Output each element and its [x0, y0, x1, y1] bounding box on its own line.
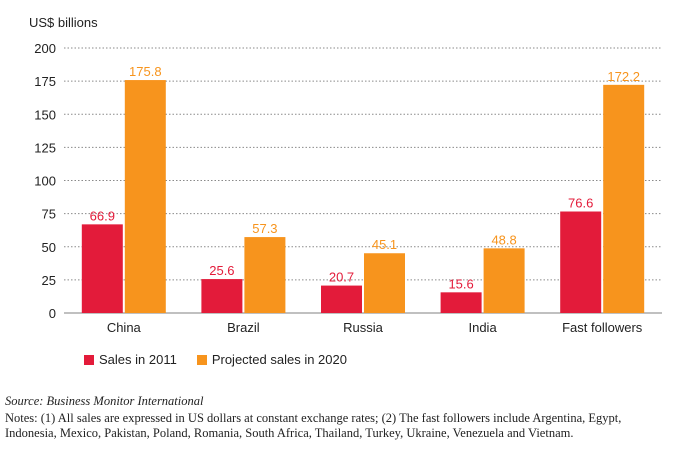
y-axis-tick-labels: 0 25 50 75 100 125 150 175 200	[34, 41, 56, 321]
y-tick-label: 100	[34, 174, 56, 189]
x-tick-label: Fast followers	[562, 320, 643, 335]
y-tick-label: 125	[34, 140, 56, 155]
data-label: 66.9	[90, 208, 115, 223]
y-tick-label: 175	[34, 74, 56, 89]
bar-sales-2011	[201, 279, 243, 313]
y-tick-label: 0	[49, 306, 56, 321]
y-tick-label: 25	[42, 273, 56, 288]
bar-sales-2011	[321, 285, 362, 313]
bar-sales-2011	[560, 211, 602, 313]
bar-projected-2020	[483, 248, 525, 313]
data-label: 45.1	[372, 237, 397, 252]
bar-sales-2011	[440, 292, 482, 313]
bar-chart: US$ billions 0 25 50 75 100 125 150 175 200 66.9…	[29, 15, 662, 335]
data-label: 76.6	[568, 196, 593, 211]
bar-sales-2011	[81, 224, 123, 313]
source-note: Source: Business Monitor International	[5, 394, 204, 408]
legend-swatch-sales-2011	[84, 354, 94, 365]
y-tick-label: 75	[42, 207, 56, 222]
y-tick-label: 50	[42, 240, 56, 255]
x-tick-label: China	[107, 320, 142, 335]
legend-label-sales-2011: Sales in 2011	[99, 352, 177, 367]
data-label: 172.2	[607, 69, 640, 84]
y-tick-label: 150	[34, 107, 56, 122]
x-axis-tick-labels: China Brazil Russia India Fast followers	[107, 320, 643, 335]
notes-text: Notes: (1) All sales are expressed in US…	[5, 411, 622, 440]
bar-projected-2020	[364, 253, 405, 313]
data-label: 20.7	[329, 270, 354, 285]
legend: Sales in 2011 Projected sales in 2020	[84, 352, 367, 367]
bar-projected-2020	[603, 84, 645, 314]
legend-swatch-projected-2020	[196, 354, 207, 365]
x-tick-label: Brazil	[227, 320, 260, 335]
legend-item-projected-2020: Projected sales in 2020	[196, 352, 347, 367]
bars: 66.9 175.8 25.6 57.3 20.7 45.1 15.6 48.8 76.6 172…	[81, 64, 645, 314]
data-label: 15.6	[448, 276, 473, 291]
data-label: 175.8	[129, 64, 162, 79]
y-axis-title: US$ billions	[29, 15, 98, 30]
data-label: 25.6	[209, 263, 234, 278]
bar-projected-2020	[124, 80, 166, 313]
data-label: 57.3	[252, 221, 277, 236]
bar-projected-2020	[244, 237, 286, 313]
legend-item-sales-2011: Sales in 2011	[84, 352, 177, 367]
x-tick-label: India	[468, 320, 497, 335]
data-label: 48.8	[491, 232, 516, 247]
x-tick-label: Russia	[343, 320, 384, 335]
y-tick-label: 200	[34, 41, 56, 56]
legend-label-projected-2020: Projected sales in 2020	[211, 352, 347, 367]
